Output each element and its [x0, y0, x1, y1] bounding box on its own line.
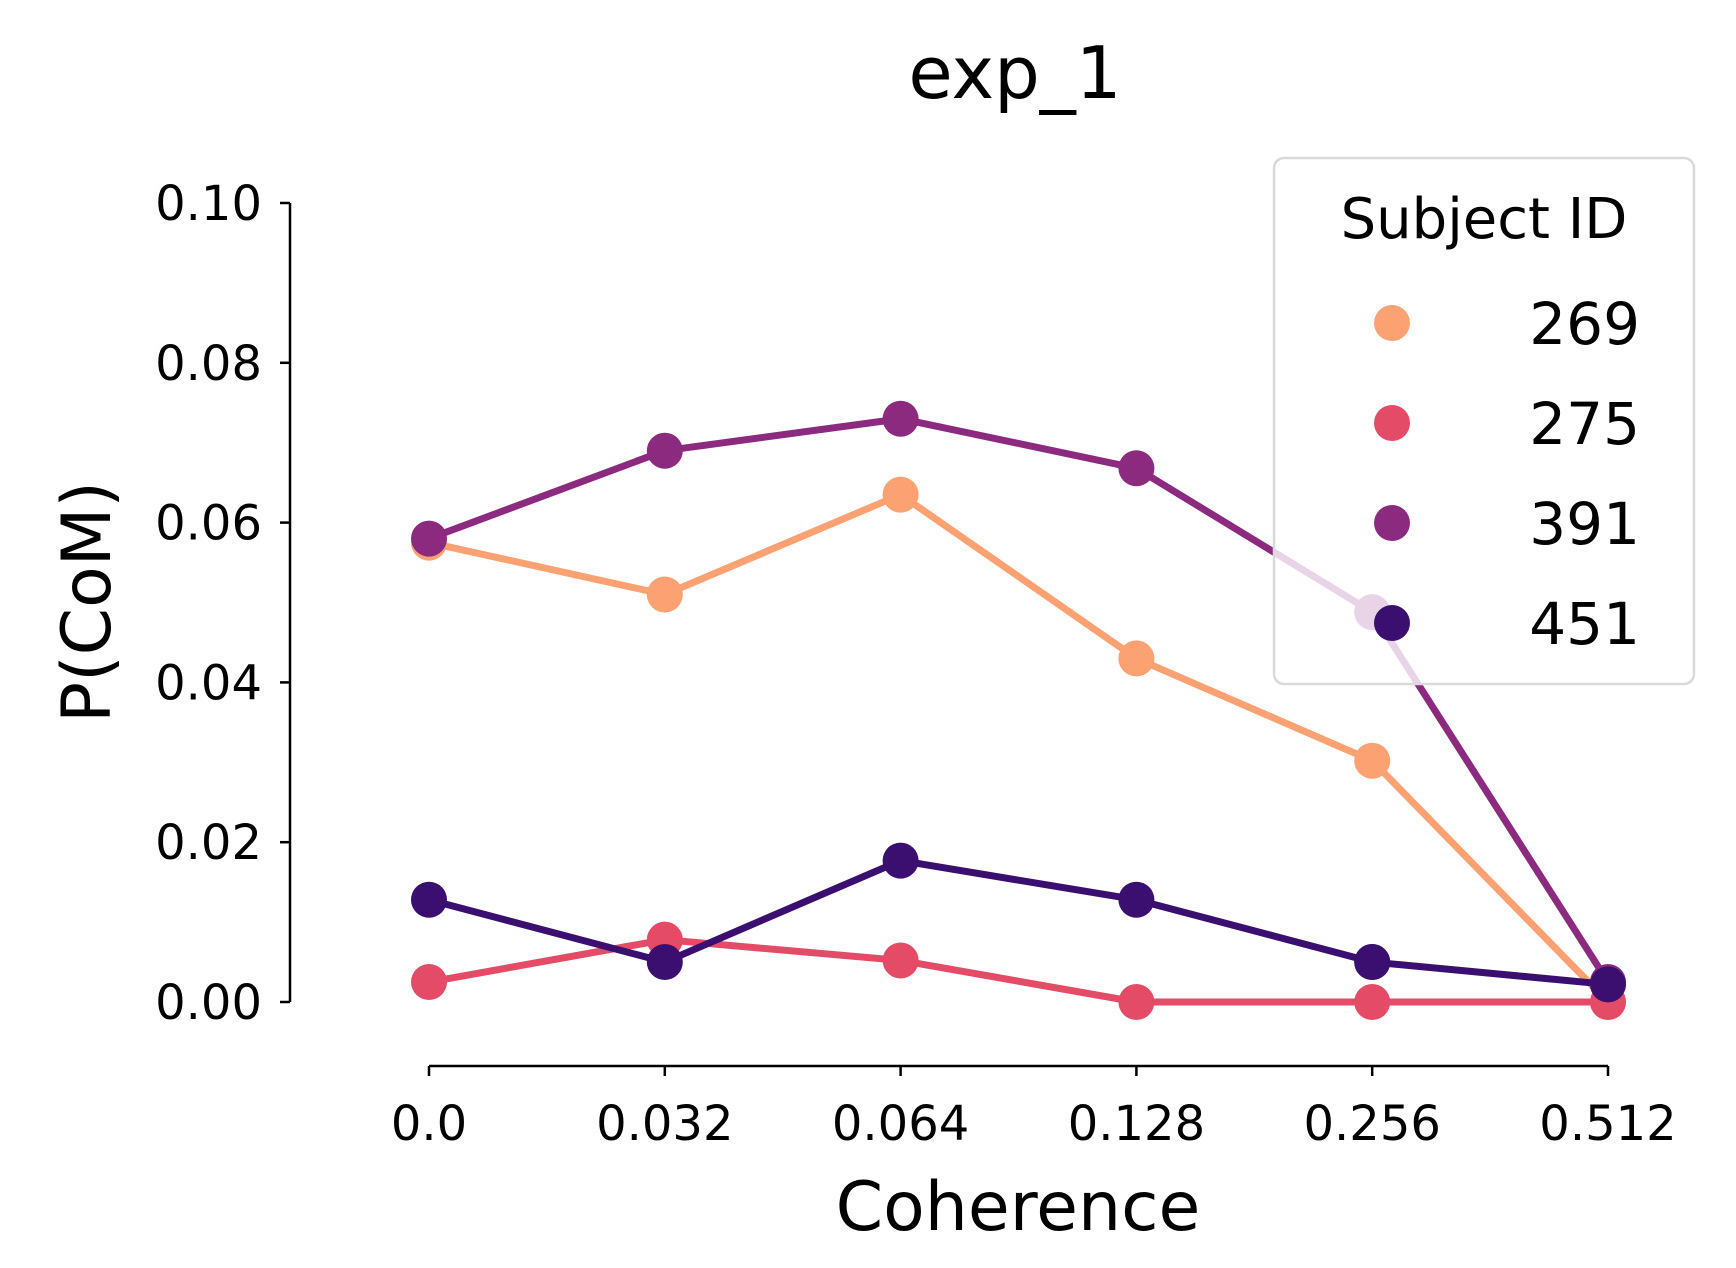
x-tick-label: 0.032	[596, 1096, 733, 1152]
legend-label-275: 275	[1529, 390, 1640, 458]
series-line-451	[425, 857, 1612, 988]
x-tick-label: 0.512	[1539, 1096, 1676, 1152]
data-point-269	[1354, 742, 1391, 779]
legend-label-269: 269	[1529, 290, 1640, 358]
legend-label-451: 451	[1529, 590, 1640, 658]
legend-box	[1272, 156, 1696, 686]
data-point-451	[1590, 966, 1626, 1003]
y-tick-label: 0.10	[155, 176, 262, 232]
x-tick-label: 0.256	[1303, 1096, 1440, 1152]
legend-marker-275	[1374, 405, 1410, 441]
data-point-275	[882, 942, 919, 979]
legend: Subject ID 269 275 391 451	[1272, 156, 1696, 686]
data-point-451	[411, 881, 447, 918]
y-tick-label: 0.04	[155, 655, 262, 711]
data-point-269	[882, 476, 919, 513]
data-point-269	[1118, 640, 1155, 677]
data-point-269	[646, 576, 683, 613]
x-tick-label: 0.0	[391, 1096, 467, 1152]
data-point-391	[882, 400, 919, 437]
x-tick-label: 0.064	[832, 1096, 969, 1152]
data-point-391	[1118, 450, 1155, 487]
legend-marker-391	[1374, 505, 1410, 541]
legend-marker-451	[1374, 605, 1410, 641]
legend-marker-269	[1374, 305, 1410, 341]
x-axis-label: Coherence	[836, 1168, 1201, 1247]
data-point-451	[1118, 881, 1155, 918]
data-point-391	[411, 520, 447, 557]
legend-title: Subject ID	[1341, 187, 1628, 252]
data-point-275	[411, 964, 447, 1001]
y-axis-label: P(CoM)	[48, 481, 127, 723]
y-tick-label: 0.08	[155, 336, 262, 392]
data-point-451	[882, 842, 919, 879]
series-line-269	[425, 491, 1612, 1006]
x-ticks: 0.0 0.032 0.064 0.128 0.256 0.512	[391, 1066, 1677, 1152]
y-ticks: 0.00 0.02 0.04 0.06 0.08 0.10	[155, 176, 290, 1031]
legend-label-391: 391	[1529, 490, 1640, 558]
data-point-451	[646, 944, 683, 981]
series-layer	[411, 400, 1626, 1020]
data-point-275	[1118, 984, 1155, 1020]
data-point-451-overlay	[1354, 944, 1391, 981]
chart-title: exp_1	[908, 31, 1121, 115]
y-tick-label: 0.06	[155, 496, 262, 552]
data-point-391	[646, 432, 683, 469]
y-tick-label: 0.00	[155, 975, 262, 1031]
series-line-275	[425, 936, 1612, 1006]
data-point-275	[1354, 984, 1391, 1020]
y-tick-label: 0.02	[155, 815, 262, 871]
x-tick-label: 0.128	[1068, 1096, 1205, 1152]
